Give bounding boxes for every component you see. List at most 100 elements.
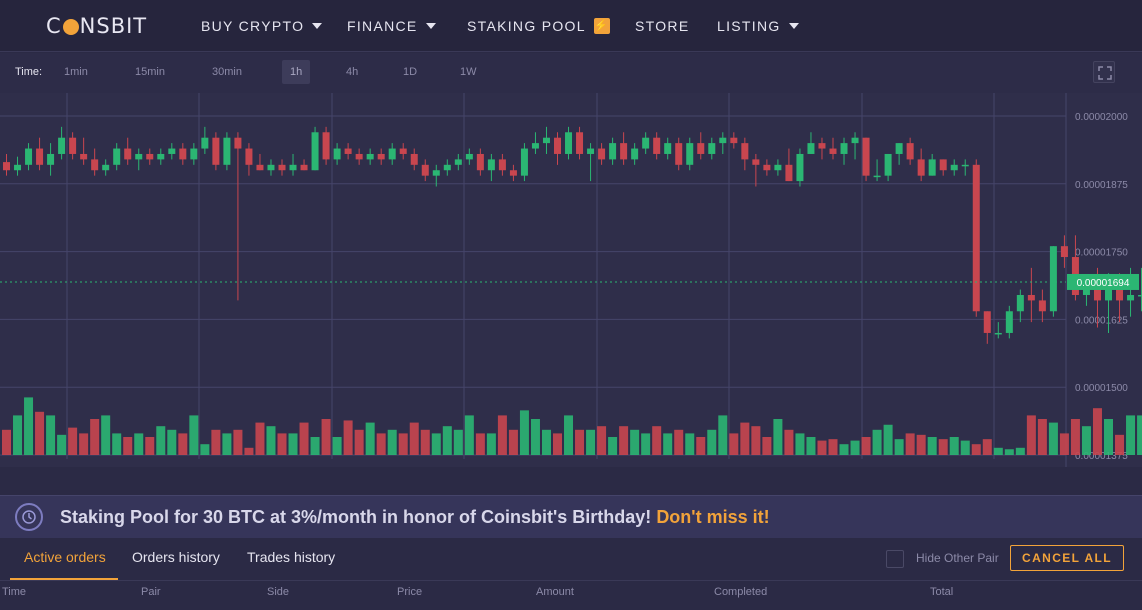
candle-body bbox=[642, 137, 650, 149]
column-header-amount[interactable]: Amount bbox=[536, 586, 574, 598]
volume-bar bbox=[982, 439, 992, 455]
candle-body bbox=[542, 137, 550, 144]
candle-body bbox=[69, 137, 77, 154]
column-header-pair[interactable]: Pair bbox=[141, 586, 161, 598]
tab-trades-history[interactable]: Trades history bbox=[247, 549, 336, 565]
volume-bar bbox=[354, 429, 364, 455]
volume-bar bbox=[530, 419, 540, 455]
volume-bar bbox=[1126, 415, 1136, 455]
coinsbit-logo[interactable]: C NSBIT bbox=[46, 14, 147, 38]
column-header-completed[interactable]: Completed bbox=[714, 586, 768, 598]
candle-body bbox=[818, 143, 826, 149]
timeframe-15min[interactable]: 15min bbox=[135, 66, 165, 78]
candlestick-chart[interactable]: 0.00002000 0.00001875 0.00001750 0.00001625… bbox=[0, 93, 1142, 467]
candle-body bbox=[708, 143, 716, 154]
fullscreen-icon bbox=[1098, 66, 1112, 80]
candle-body bbox=[1082, 289, 1090, 295]
volume-bar bbox=[927, 437, 937, 455]
nav-listing[interactable]: LISTING bbox=[717, 18, 799, 34]
candle-body bbox=[1127, 294, 1135, 301]
timeframe-bar: Time: 1min 15min 30min 1h 4h 1D 1W bbox=[0, 53, 1142, 93]
volume-bar bbox=[1137, 415, 1142, 455]
candle-body bbox=[520, 148, 528, 176]
candle-body bbox=[234, 137, 242, 149]
candle-body bbox=[267, 164, 275, 171]
nav-staking-pool[interactable]: STAKING POOL ⚡ bbox=[467, 18, 610, 34]
hide-other-pair-checkbox[interactable] bbox=[886, 550, 904, 568]
timeframe-1d[interactable]: 1D bbox=[403, 66, 418, 78]
volume-bar bbox=[949, 437, 959, 455]
promo-text: Staking Pool for 30 BTC at 3%/month in h… bbox=[60, 507, 770, 528]
timeframe-4h[interactable]: 4h bbox=[346, 66, 359, 78]
volume-bar bbox=[541, 429, 551, 455]
volume-bar bbox=[1115, 434, 1125, 455]
volume-bar bbox=[13, 415, 23, 455]
top-navigation: C NSBIT BUY CRYPTO FINANCE STAKING POOL ⚡ … bbox=[0, 0, 1142, 52]
volume-bar bbox=[1059, 433, 1069, 455]
candle-body bbox=[465, 153, 473, 160]
tab-active-orders[interactable]: Active orders bbox=[24, 549, 106, 565]
fullscreen-button[interactable] bbox=[1093, 61, 1115, 83]
candle-body bbox=[311, 132, 319, 171]
nav-buy-crypto[interactable]: BUY CRYPTO bbox=[201, 18, 323, 34]
column-header-price[interactable]: Price bbox=[397, 586, 423, 598]
candle-body bbox=[498, 159, 506, 171]
candle-body bbox=[653, 137, 661, 154]
volume-bar bbox=[145, 437, 155, 455]
candle-body bbox=[25, 148, 33, 165]
volume-bar bbox=[1037, 419, 1047, 455]
candle-body bbox=[807, 143, 815, 154]
volume-bar bbox=[773, 419, 783, 455]
price-tick-label: 0.00001375 bbox=[1075, 451, 1128, 462]
volume-bar bbox=[652, 426, 662, 455]
timeframe-1w[interactable]: 1W bbox=[460, 66, 477, 78]
volume-bar bbox=[784, 429, 794, 455]
volume-bar bbox=[332, 437, 342, 455]
candle-body bbox=[961, 164, 969, 167]
candle-body bbox=[432, 170, 440, 176]
candle-body bbox=[113, 148, 121, 165]
candle-body bbox=[785, 164, 793, 182]
volume-bar bbox=[167, 429, 177, 455]
tab-orders-history[interactable]: Orders history bbox=[132, 549, 220, 565]
candle-body bbox=[983, 311, 991, 333]
timeframe-1h[interactable]: 1h bbox=[282, 60, 311, 84]
candle-body bbox=[399, 148, 407, 154]
candle-body bbox=[201, 137, 209, 149]
candle-body bbox=[476, 153, 484, 171]
volume-bar bbox=[123, 437, 133, 455]
volume-bar bbox=[409, 422, 419, 455]
candle-body bbox=[1049, 246, 1057, 312]
timeframe-30min[interactable]: 30min bbox=[212, 66, 242, 78]
column-header-side[interactable]: Side bbox=[267, 586, 290, 598]
candle-body bbox=[322, 132, 330, 160]
volume-bar bbox=[497, 415, 507, 455]
volume-bar bbox=[90, 419, 100, 455]
price-chart[interactable]: 0.00002000 0.00001875 0.00001750 0.00001625… bbox=[0, 93, 1142, 467]
column-header-time[interactable]: Time bbox=[2, 586, 27, 598]
column-header-total[interactable]: Total bbox=[930, 586, 954, 598]
volume-bar bbox=[850, 440, 860, 455]
candle-body bbox=[928, 159, 936, 176]
candle-body bbox=[587, 148, 595, 154]
cancel-all-button[interactable]: CANCEL ALL bbox=[1010, 545, 1124, 571]
timeframe-1min[interactable]: 1min bbox=[64, 66, 88, 78]
active-tab-indicator bbox=[10, 578, 118, 580]
chevron-down-icon bbox=[425, 23, 436, 29]
volume-bar bbox=[619, 426, 629, 455]
promo-link[interactable]: Don't miss it! bbox=[656, 507, 770, 527]
volume-bar bbox=[1104, 419, 1113, 455]
price-tick-label: 0.00001750 bbox=[1075, 248, 1128, 259]
volume-bar bbox=[762, 437, 772, 455]
candle-body bbox=[355, 153, 363, 160]
volume-bar bbox=[156, 426, 166, 455]
candle-body bbox=[741, 143, 749, 160]
volume-bar bbox=[519, 410, 529, 455]
price-tick-label: 0.00001875 bbox=[1075, 180, 1128, 191]
nav-finance[interactable]: FINANCE bbox=[347, 18, 436, 34]
nav-store[interactable]: STORE bbox=[635, 18, 689, 34]
candle-body bbox=[146, 153, 154, 160]
volume-bar bbox=[508, 429, 518, 455]
candle-body bbox=[906, 143, 914, 160]
volume-bar bbox=[1081, 426, 1091, 455]
